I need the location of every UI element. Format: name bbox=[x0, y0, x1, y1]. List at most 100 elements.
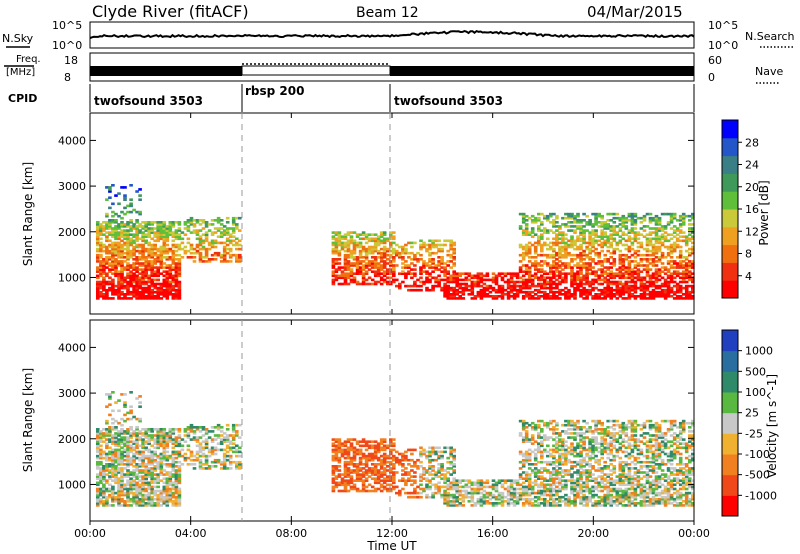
velocity-cell bbox=[202, 426, 206, 429]
velocity-cell bbox=[193, 463, 197, 466]
y-tick-label: 2000 bbox=[58, 226, 86, 239]
power-cell bbox=[350, 268, 354, 271]
power-cell bbox=[141, 231, 145, 234]
power-cell bbox=[232, 254, 236, 257]
power-cell bbox=[625, 240, 629, 243]
power-cell bbox=[419, 289, 423, 292]
power-cell bbox=[579, 238, 583, 241]
velocity-cell bbox=[217, 442, 221, 445]
velocity-cell bbox=[350, 442, 354, 445]
y-tick-label: 3000 bbox=[58, 180, 86, 193]
velocity-cell bbox=[126, 412, 130, 415]
power-cell bbox=[202, 233, 206, 236]
power-cell bbox=[655, 291, 659, 294]
power-cell bbox=[591, 258, 595, 261]
power-cell bbox=[368, 268, 372, 271]
power-cell bbox=[670, 272, 674, 275]
beam-label: Beam 12 bbox=[356, 5, 419, 21]
power-cell bbox=[120, 217, 124, 220]
velocity-cell bbox=[111, 422, 115, 425]
power-cell bbox=[685, 235, 689, 238]
velocity-cell bbox=[217, 434, 221, 437]
power-cell bbox=[156, 283, 160, 286]
velocity-cell bbox=[338, 473, 342, 476]
power-cell bbox=[202, 256, 206, 259]
power-cell bbox=[634, 227, 638, 230]
velocity-cell bbox=[172, 457, 176, 460]
velocity-cell bbox=[126, 436, 130, 439]
power-cell bbox=[458, 272, 462, 275]
velocity-cell bbox=[117, 410, 121, 413]
power-cell bbox=[404, 248, 408, 251]
power-cell bbox=[96, 254, 100, 257]
power-cell bbox=[609, 266, 613, 269]
velocity-cell bbox=[428, 479, 432, 482]
velocity-cell bbox=[114, 426, 118, 429]
power-cell bbox=[428, 258, 432, 261]
velocity-cell bbox=[141, 469, 145, 472]
power-cell bbox=[368, 238, 372, 241]
power-cell bbox=[594, 270, 598, 273]
power-cell bbox=[172, 240, 176, 243]
power-cell bbox=[443, 266, 447, 269]
velocity-cell bbox=[156, 494, 160, 497]
power-cell bbox=[679, 250, 683, 253]
power-cell bbox=[504, 272, 508, 275]
power-cell bbox=[126, 221, 130, 224]
power-ylabel: Slant Range [km] bbox=[21, 162, 35, 266]
velocity-cell bbox=[458, 479, 462, 482]
power-cell bbox=[428, 272, 432, 275]
power-cell bbox=[238, 240, 242, 243]
power-cell bbox=[519, 281, 523, 284]
power-cell bbox=[452, 248, 456, 251]
power-cell bbox=[238, 248, 242, 251]
power-cell bbox=[564, 223, 568, 226]
power-cell bbox=[443, 283, 447, 286]
power-cell bbox=[126, 272, 130, 275]
power-cell bbox=[117, 192, 121, 195]
power-cell bbox=[172, 293, 176, 296]
velocity-cell bbox=[474, 488, 478, 491]
power-cell bbox=[398, 246, 402, 249]
power-cell bbox=[238, 217, 242, 220]
power-cell bbox=[338, 231, 342, 234]
power-cell bbox=[153, 244, 157, 247]
power-cell bbox=[232, 227, 236, 230]
velocity-cell bbox=[443, 469, 447, 472]
power-cell bbox=[625, 266, 629, 269]
power-cell bbox=[534, 233, 538, 236]
velocity-cell bbox=[398, 479, 402, 482]
cpid-label: CPID bbox=[8, 92, 37, 105]
velocity-cell bbox=[443, 473, 447, 476]
power-cell bbox=[338, 262, 342, 265]
power-cell bbox=[232, 244, 236, 247]
power-cell bbox=[649, 268, 653, 271]
velocity-cell bbox=[190, 451, 194, 454]
power-cell bbox=[401, 256, 405, 259]
velocity-cell bbox=[181, 463, 185, 466]
power-cell bbox=[392, 235, 396, 238]
power-cell bbox=[111, 203, 115, 206]
power-cell bbox=[126, 205, 130, 208]
velocity-cell bbox=[452, 463, 456, 466]
power-cell bbox=[655, 264, 659, 267]
velocity-cell bbox=[443, 486, 447, 489]
velocity-cell bbox=[428, 465, 432, 468]
power-cell bbox=[579, 252, 583, 255]
power-cell bbox=[603, 231, 607, 234]
power-cell bbox=[525, 223, 529, 226]
power-cell bbox=[555, 221, 559, 224]
power-cell bbox=[670, 295, 674, 298]
power-cell bbox=[338, 275, 342, 278]
velocity-cell bbox=[111, 426, 115, 429]
velocity-cell bbox=[458, 486, 462, 489]
velocity-cell bbox=[187, 426, 191, 429]
power-cell bbox=[594, 213, 598, 216]
power-cell bbox=[625, 233, 629, 236]
velocity-cell bbox=[111, 391, 115, 394]
power-cell bbox=[395, 279, 399, 282]
power-cell bbox=[440, 256, 444, 259]
power-cell bbox=[141, 268, 145, 271]
power-cell bbox=[413, 272, 417, 275]
power-cell bbox=[368, 246, 372, 249]
